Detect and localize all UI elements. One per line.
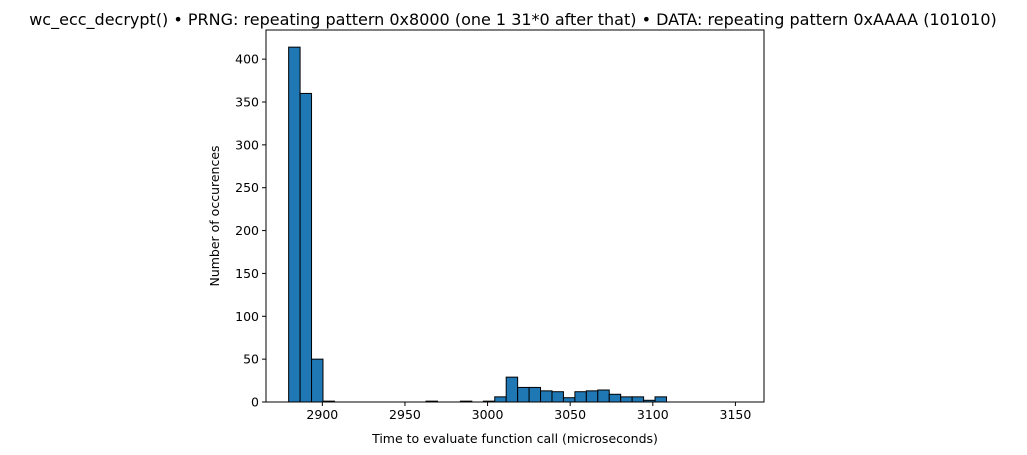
y-tick-label: 400 [235, 52, 259, 67]
histogram-bar [585, 390, 599, 403]
bars-layer [288, 46, 667, 403]
y-tick-label: 200 [235, 223, 259, 238]
histogram-bar [574, 391, 587, 403]
x-tick-label: 3000 [472, 407, 504, 422]
histogram-bar [505, 376, 519, 403]
plot-frame [265, 29, 765, 403]
x-tick-label: 2950 [389, 407, 421, 422]
histogram-bar [494, 396, 507, 403]
histogram-bar [551, 391, 564, 403]
x-tick-label: 3100 [637, 407, 669, 422]
x-tick-label: 2900 [306, 407, 338, 422]
y-tick-label: 100 [235, 309, 259, 324]
y-tick-label: 50 [243, 352, 259, 367]
histogram-bar [299, 92, 313, 403]
histogram-bar [540, 390, 553, 403]
x-axis-label: Time to evaluate function call (microsec… [371, 431, 658, 446]
histogram-bar [654, 396, 667, 403]
y-tick-label: 350 [235, 95, 259, 110]
x-axis: 2900 2950 3000 3050 3100 3150 [306, 402, 751, 422]
histogram-bar [631, 396, 645, 403]
y-tick-label: 0 [251, 395, 259, 410]
chart-title: wc_ecc_decrypt() • PRNG: repeating patte… [29, 10, 997, 30]
histogram-bar [597, 389, 610, 403]
x-tick-label: 3150 [720, 407, 752, 422]
histogram-bar [311, 358, 324, 403]
histogram-bar [620, 396, 633, 403]
y-axis-label: Number of occurences [207, 145, 222, 286]
histogram-bar [608, 393, 622, 403]
histogram-bar [517, 386, 530, 403]
histogram-bar [528, 386, 542, 403]
histogram-bar [562, 397, 576, 403]
y-tick-label: 250 [235, 180, 259, 195]
y-tick-label: 300 [235, 137, 259, 152]
y-tick-label: 150 [235, 266, 259, 281]
x-tick-label: 3050 [554, 407, 586, 422]
y-axis: 0 50 100 150 200 250 300 350 400 [235, 52, 266, 410]
histogram-bar [288, 46, 301, 403]
